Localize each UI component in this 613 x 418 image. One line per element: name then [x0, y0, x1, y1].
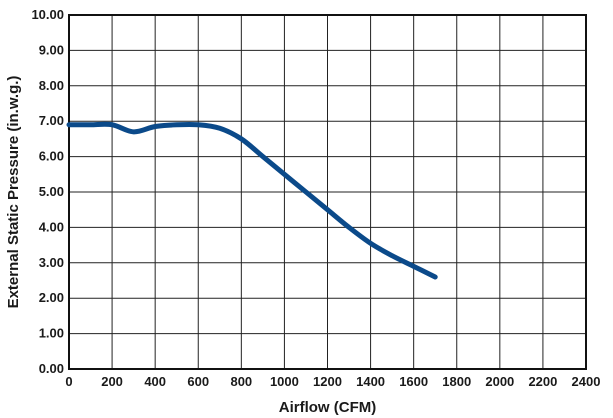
y-axis-title: External Static Pressure (in.w.g.)	[5, 76, 22, 309]
y-axis-ticks: 0.00 1.00 2.00 3.00 4.00 5.00 6.00 7.00 8.00 9.00…	[31, 7, 64, 376]
series-line	[66, 121, 438, 280]
x-tick-label: 2000	[485, 374, 514, 389]
y-tick-label: 10.00	[31, 7, 64, 22]
x-tick-label: 1400	[356, 374, 385, 389]
y-tick-label: 5.00	[39, 184, 64, 199]
x-tick-label: 1600	[399, 374, 428, 389]
x-axis-ticks: 0 200 400 600 800 1000 1200 1400 1600 1800 2000 220…	[65, 374, 600, 389]
y-tick-label: 0.00	[39, 361, 64, 376]
series-layer	[66, 121, 438, 280]
y-tick-label: 3.00	[39, 255, 64, 270]
y-tick-label: 6.00	[39, 149, 64, 164]
x-tick-label: 1200	[313, 374, 342, 389]
x-tick-label: 1800	[442, 374, 471, 389]
x-tick-label: 2200	[528, 374, 557, 389]
y-tick-label: 7.00	[39, 113, 64, 128]
y-tick-label: 9.00	[39, 42, 64, 57]
x-tick-label: 600	[187, 374, 209, 389]
x-tick-label: 2400	[572, 374, 601, 389]
x-tick-label: 400	[144, 374, 166, 389]
y-tick-label: 1.00	[39, 326, 64, 341]
plot-frame	[68, 14, 587, 370]
y-tick-label: 2.00	[39, 290, 64, 305]
x-tick-label: 200	[101, 374, 123, 389]
x-tick-label: 1000	[270, 374, 299, 389]
x-axis-title: Airflow (CFM)	[279, 399, 376, 416]
y-tick-label: 8.00	[39, 78, 64, 93]
grid	[68, 14, 587, 370]
x-tick-label: 800	[230, 374, 252, 389]
x-tick-label: 0	[65, 374, 72, 389]
y-tick-label: 4.00	[39, 219, 64, 234]
